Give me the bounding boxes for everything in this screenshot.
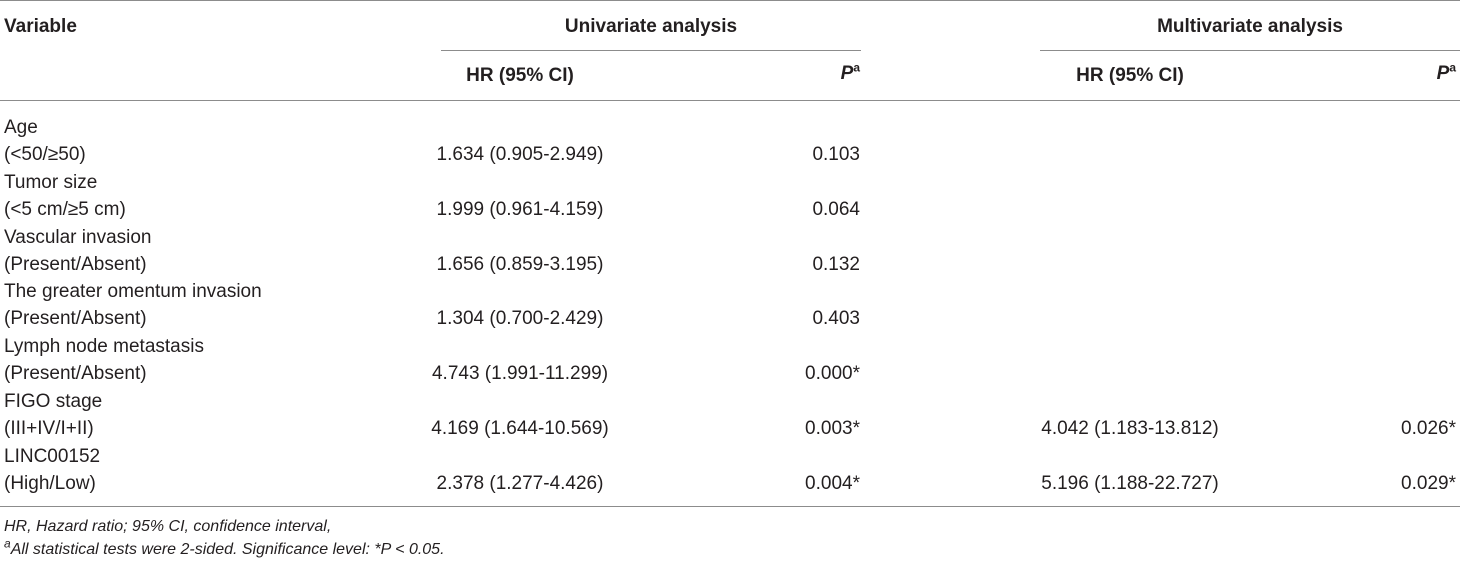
variable-category: (Present/Absent) — [4, 254, 147, 275]
multivariate-group-rule — [1040, 50, 1460, 51]
variable-category: (High/Low) — [4, 473, 96, 494]
table-bottom-rule — [0, 506, 1460, 507]
p-symbol: P — [1436, 63, 1450, 84]
p-superscript: a — [1449, 60, 1456, 75]
variable-name: The greater omentum invasion — [4, 281, 262, 302]
footnote-superscript: a — [4, 536, 11, 551]
univariate-analysis-header: Univariate analysis — [564, 16, 738, 37]
footnote-significance-text: All statistical tests were 2-sided. Sign… — [10, 541, 445, 558]
univariate-p-cell: 0.064 — [812, 199, 860, 220]
footnote-significance: aAll statistical tests were 2-sided. Sig… — [4, 536, 445, 560]
footnote-abbreviations: HR, Hazard ratio; 95% CI, confidence int… — [4, 518, 332, 535]
variable-category: (<50/≥50) — [4, 144, 86, 165]
variable-name: LINC00152 — [4, 446, 101, 467]
univariate-p-cell: 0.403 — [812, 308, 860, 329]
univariate-hr-cell: 2.378 (1.277-4.426) — [436, 473, 604, 494]
multivariate-analysis-header: Multivariate analysis — [1157, 16, 1343, 37]
variable-category: (Present/Absent) — [4, 308, 147, 329]
variable-name: Age — [4, 117, 38, 138]
multivariate-p-cell: 0.029* — [1401, 473, 1456, 494]
variable-category: (III+IV/I+II) — [4, 418, 94, 439]
univariate-hr-cell: 4.743 (1.991-11.299) — [431, 363, 609, 384]
univariate-hr-cell: 1.656 (0.859-3.195) — [436, 254, 604, 275]
univariate-group-rule — [441, 50, 861, 51]
variable-category: (<5 cm/≥5 cm) — [4, 199, 126, 220]
univariate-p-header: Pa — [760, 60, 860, 85]
multivariate-p-cell: 0.026* — [1401, 418, 1456, 439]
univariate-hr-cell: 4.169 (1.644-10.569) — [431, 418, 609, 439]
variable-category: (Present/Absent) — [4, 363, 147, 384]
multivariate-hr-cell: 4.042 (1.183-13.812) — [1041, 418, 1219, 439]
multivariate-hr-header: HR (95% CI) — [1076, 65, 1184, 86]
univariate-hr-cell: 1.634 (0.905-2.949) — [436, 144, 604, 165]
p-symbol: P — [840, 63, 854, 84]
variable-name: Vascular invasion — [4, 227, 152, 248]
multivariate-p-header: Pa — [1356, 60, 1456, 85]
univariate-p-cell: 0.004* — [805, 473, 860, 494]
univariate-hr-cell: 1.304 (0.700-2.429) — [436, 308, 604, 329]
univariate-p-cell: 0.000* — [805, 363, 860, 384]
p-superscript: a — [853, 60, 860, 75]
univariate-hr-cell: 1.999 (0.961-4.159) — [436, 199, 604, 220]
multivariate-hr-cell: 5.196 (1.188-22.727) — [1041, 473, 1219, 494]
variable-name: FIGO stage — [4, 391, 103, 412]
univariate-hr-header: HR (95% CI) — [466, 65, 574, 86]
univariate-p-cell: 0.132 — [812, 254, 860, 275]
header-bottom-rule — [0, 100, 1460, 101]
variable-name: Lymph node metastasis — [4, 336, 204, 357]
table-top-rule — [0, 0, 1460, 1]
variable-column-header: Variable — [4, 16, 77, 37]
variable-name: Tumor size — [4, 172, 98, 193]
univariate-p-cell: 0.003* — [805, 418, 860, 439]
univariate-p-cell: 0.103 — [812, 144, 860, 165]
